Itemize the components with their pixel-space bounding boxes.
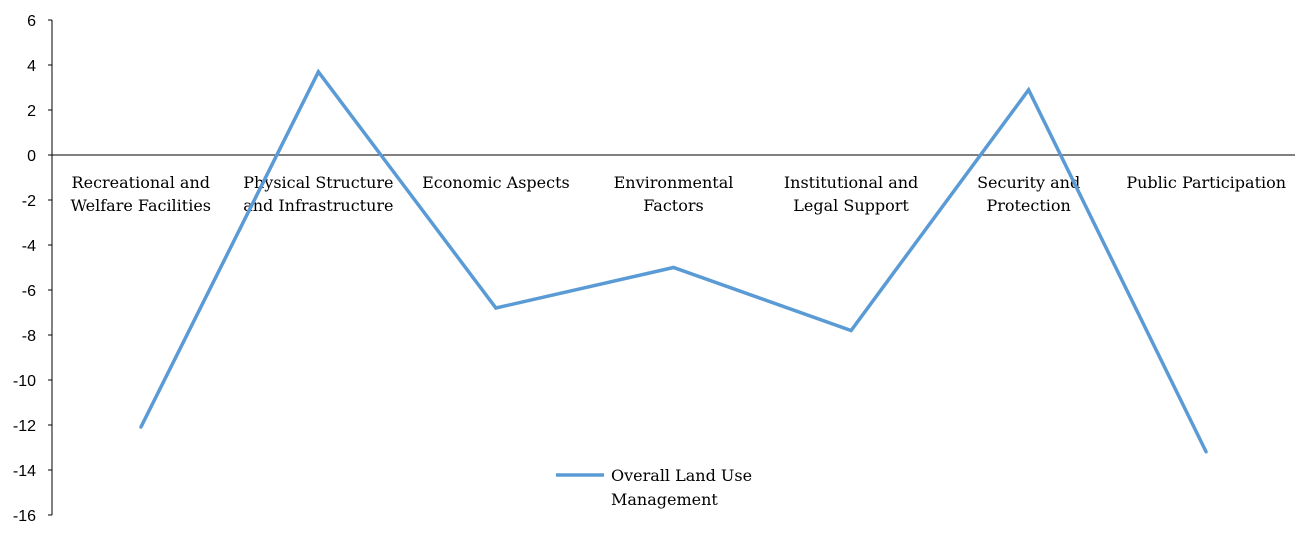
y-tick-label: -2 bbox=[22, 193, 36, 210]
y-tick-label: 2 bbox=[27, 103, 36, 120]
category-labels: Recreational and Welfare Facilities Physic… bbox=[71, 173, 1287, 215]
y-tick-label: -16 bbox=[13, 508, 36, 525]
y-tick-label: 4 bbox=[27, 58, 36, 75]
legend-label: Overall Land Use Management bbox=[611, 466, 752, 509]
category-label: Public Participation bbox=[1126, 173, 1286, 192]
data-point bbox=[1204, 450, 1208, 454]
y-tick-label: -12 bbox=[13, 418, 36, 435]
y-axis: 6 4 2 0 -2 -4 -6 -8 -10 -12 -14 -16 bbox=[13, 13, 53, 525]
y-tick-label: -4 bbox=[22, 238, 36, 255]
y-tick-label: -8 bbox=[22, 328, 36, 345]
data-point bbox=[316, 70, 320, 74]
y-tick-label: -10 bbox=[13, 373, 36, 390]
category-label: Environmental Factors bbox=[614, 173, 734, 215]
data-point bbox=[849, 329, 853, 332]
y-tick-label: -6 bbox=[22, 283, 36, 300]
series-line bbox=[139, 68, 1208, 453]
legend: Overall Land Use Management bbox=[556, 466, 752, 509]
category-label: Institutional and Legal Support bbox=[784, 173, 918, 215]
y-tick-label: 6 bbox=[27, 13, 36, 30]
data-point bbox=[1027, 88, 1031, 92]
category-label: Economic Aspects bbox=[422, 173, 570, 192]
y-tick-label: -14 bbox=[13, 463, 36, 480]
data-point bbox=[494, 306, 498, 310]
data-point bbox=[672, 266, 675, 269]
category-label: Physical Structure and Infrastructure bbox=[243, 173, 393, 215]
category-label: Security and Protection bbox=[977, 173, 1080, 215]
category-label: Recreational and Welfare Facilities bbox=[71, 173, 211, 215]
series-layer bbox=[139, 68, 1208, 454]
data-point bbox=[139, 425, 143, 429]
y-tick-label: 0 bbox=[27, 148, 36, 165]
